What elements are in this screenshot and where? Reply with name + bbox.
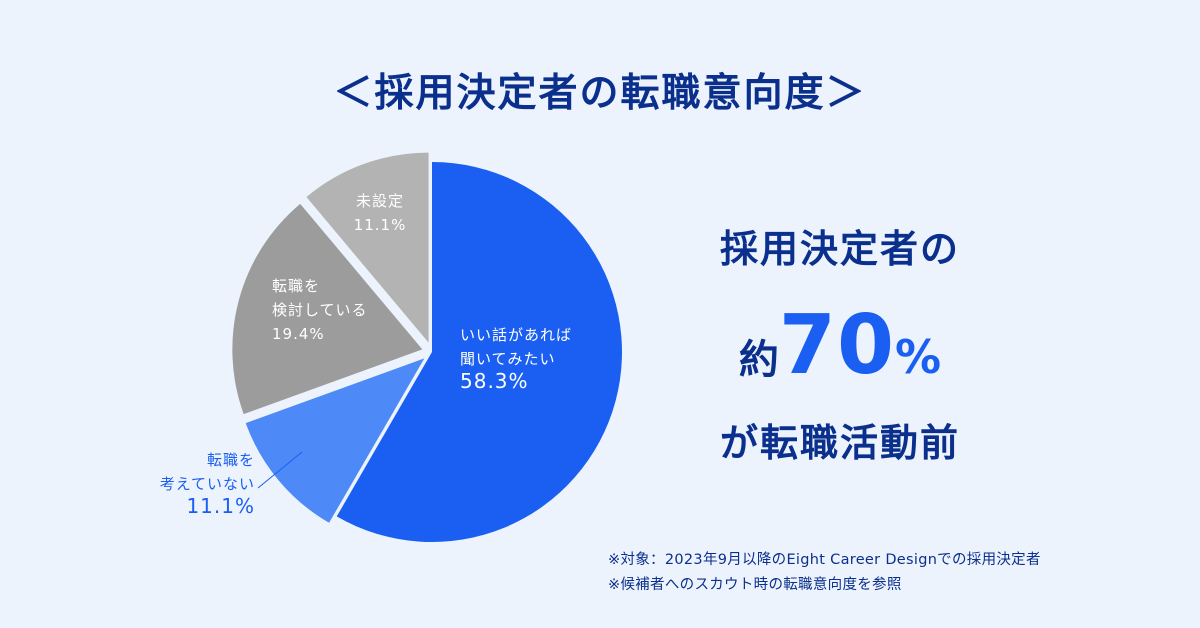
leader-line <box>257 451 303 489</box>
slice-considering-label: 検討している <box>272 301 368 319</box>
slice-considering <box>232 203 423 415</box>
slice-considering-value: 19.4% <box>272 325 325 343</box>
slice-unset <box>306 152 429 343</box>
headline-prefix: 約 <box>738 337 779 383</box>
slice-considering-label: 転職を <box>272 277 320 295</box>
slice-not-considering-value: 11.1% <box>186 494 255 518</box>
slice-unset-label: 未設定 <box>356 192 404 210</box>
slice-not-considering-label: 考えていない <box>160 475 255 493</box>
slice-interested <box>336 162 622 542</box>
headline-line3: が転職活動前 <box>719 421 960 465</box>
slice-not-considering <box>245 358 425 523</box>
footnote-reference: ※候補者へのスカウト時の転職意向度を参照 <box>608 577 902 593</box>
headline-figure: 約70% <box>690 298 990 393</box>
headline-number: 70 <box>778 298 896 393</box>
slice-interested-label: 聞いてみたい <box>460 350 556 368</box>
footnote-target: ※対象：2023年9月以降のEight Career Designでの採用決定者 <box>608 552 1041 568</box>
slice-interested-value: 58.3% <box>460 369 529 393</box>
chart-title: ＜採用決定者の転職意向度＞ <box>333 71 867 116</box>
slice-interested-label: いい話があれば <box>460 326 572 344</box>
headline-line1: 採用決定者の <box>719 227 960 271</box>
slice-not-considering-label: 転職を <box>207 451 255 469</box>
slice-unset-value: 11.1% <box>354 216 407 234</box>
headline-percent: % <box>895 330 942 384</box>
